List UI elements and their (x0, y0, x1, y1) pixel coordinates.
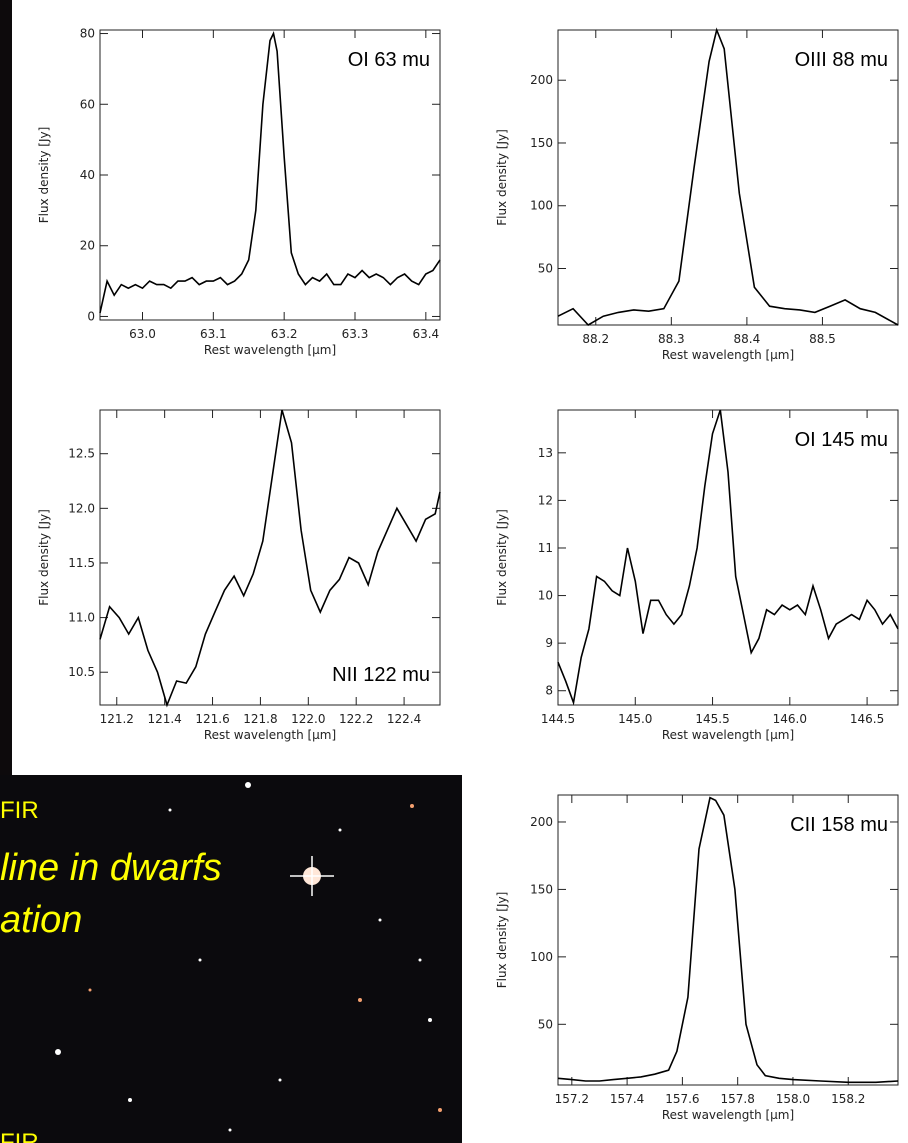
y-tick-label: 200 (530, 815, 553, 829)
line-annotation: OIII 88 mu (795, 49, 888, 71)
y-axis-label: Flux density [Jy] (495, 129, 509, 226)
y-tick-label: 20 (80, 239, 95, 253)
x-axis-label: Rest wavelength [μm] (662, 1108, 794, 1122)
y-tick-label: 12 (538, 493, 553, 507)
spectrum-line (99, 409, 441, 708)
y-tick-label: 100 (530, 199, 553, 213)
spectrum-line (99, 31, 441, 314)
stars (55, 782, 442, 1132)
y-tick-label: 50 (538, 262, 553, 276)
spectrum-line (557, 796, 899, 1084)
background-strip (0, 0, 12, 775)
y-tick-label: 11 (538, 541, 553, 555)
y-tick-label: 60 (80, 97, 95, 111)
x-axis-label: Rest wavelength [μm] (204, 728, 336, 742)
x-axis-label: Rest wavelength [μm] (204, 343, 336, 357)
y-tick-label: 11.5 (68, 556, 95, 570)
slide-text: FIR (0, 797, 39, 824)
plot-frame (557, 29, 899, 326)
x-tick-label: 63.4 (412, 327, 439, 341)
line-annotation: OI 63 mu (348, 49, 430, 71)
y-tick-label: 0 (87, 309, 95, 323)
spectrum-line (557, 27, 899, 327)
y-axis-label: Flux density [Jy] (495, 509, 509, 606)
y-tick-label: 200 (530, 73, 553, 87)
x-tick-label: 63.2 (271, 327, 298, 341)
x-tick-label: 122.0 (291, 712, 325, 726)
star-field (0, 775, 462, 1143)
x-tick-label: 157.2 (555, 1092, 589, 1106)
y-tick-label: 10.5 (68, 665, 95, 679)
y-tick-label: 9 (545, 636, 553, 650)
x-tick-label: 63.1 (200, 327, 227, 341)
x-tick-label: 146.0 (773, 712, 807, 726)
slide-text: ation (0, 899, 82, 941)
y-axis-label: Flux density [Jy] (37, 509, 51, 606)
y-tick-label: 150 (530, 136, 553, 150)
x-tick-label: 121.6 (195, 712, 229, 726)
line-annotation: CII 158 mu (790, 814, 888, 836)
x-tick-label: 145.0 (618, 712, 652, 726)
x-tick-label: 121.8 (243, 712, 277, 726)
x-tick-label: 157.4 (610, 1092, 644, 1106)
x-axis-label: Rest wavelength [μm] (662, 348, 794, 362)
x-tick-label: 63.0 (129, 327, 156, 341)
x-tick-label: 146.5 (850, 712, 884, 726)
line-annotation: OI 145 mu (795, 429, 888, 451)
x-tick-label: 157.6 (665, 1092, 699, 1106)
x-tick-label: 122.4 (387, 712, 421, 726)
y-tick-label: 50 (538, 1017, 553, 1031)
y-tick-label: 100 (530, 950, 553, 964)
y-tick-label: 11.0 (68, 611, 95, 625)
slide-text: line in dwarfs (0, 847, 222, 889)
x-tick-label: 122.2 (339, 712, 373, 726)
y-axis-label: Flux density [Jy] (495, 892, 509, 989)
plot-frame (99, 409, 441, 706)
y-tick-label: 40 (80, 168, 95, 182)
x-tick-label: 144.5 (541, 712, 575, 726)
y-axis-label: Flux density [Jy] (37, 127, 51, 224)
x-axis-label: Rest wavelength [μm] (662, 728, 794, 742)
y-tick-label: 8 (545, 684, 553, 698)
y-tick-label: 150 (530, 882, 553, 896)
x-tick-label: 88.4 (734, 332, 761, 346)
y-tick-label: 12.5 (68, 447, 95, 461)
x-tick-label: 157.8 (720, 1092, 754, 1106)
y-tick-label: 13 (538, 446, 553, 460)
x-tick-label: 88.3 (658, 332, 685, 346)
spectrum-line (557, 409, 899, 706)
x-tick-label: 88.2 (582, 332, 609, 346)
y-tick-label: 80 (80, 27, 95, 41)
plot-frame (557, 409, 899, 706)
x-tick-label: 121.2 (100, 712, 134, 726)
x-tick-label: 121.4 (147, 712, 181, 726)
x-tick-label: 63.3 (342, 327, 369, 341)
x-tick-label: 158.2 (831, 1092, 865, 1106)
plot-frame (99, 29, 441, 321)
x-tick-label: 88.5 (809, 332, 836, 346)
slide-text: FIR (0, 1129, 39, 1143)
y-tick-label: 12.0 (68, 501, 95, 515)
x-tick-label: 145.5 (695, 712, 729, 726)
x-tick-label: 158.0 (776, 1092, 810, 1106)
y-tick-label: 10 (538, 589, 553, 603)
line-annotation: NII 122 mu (332, 664, 430, 686)
